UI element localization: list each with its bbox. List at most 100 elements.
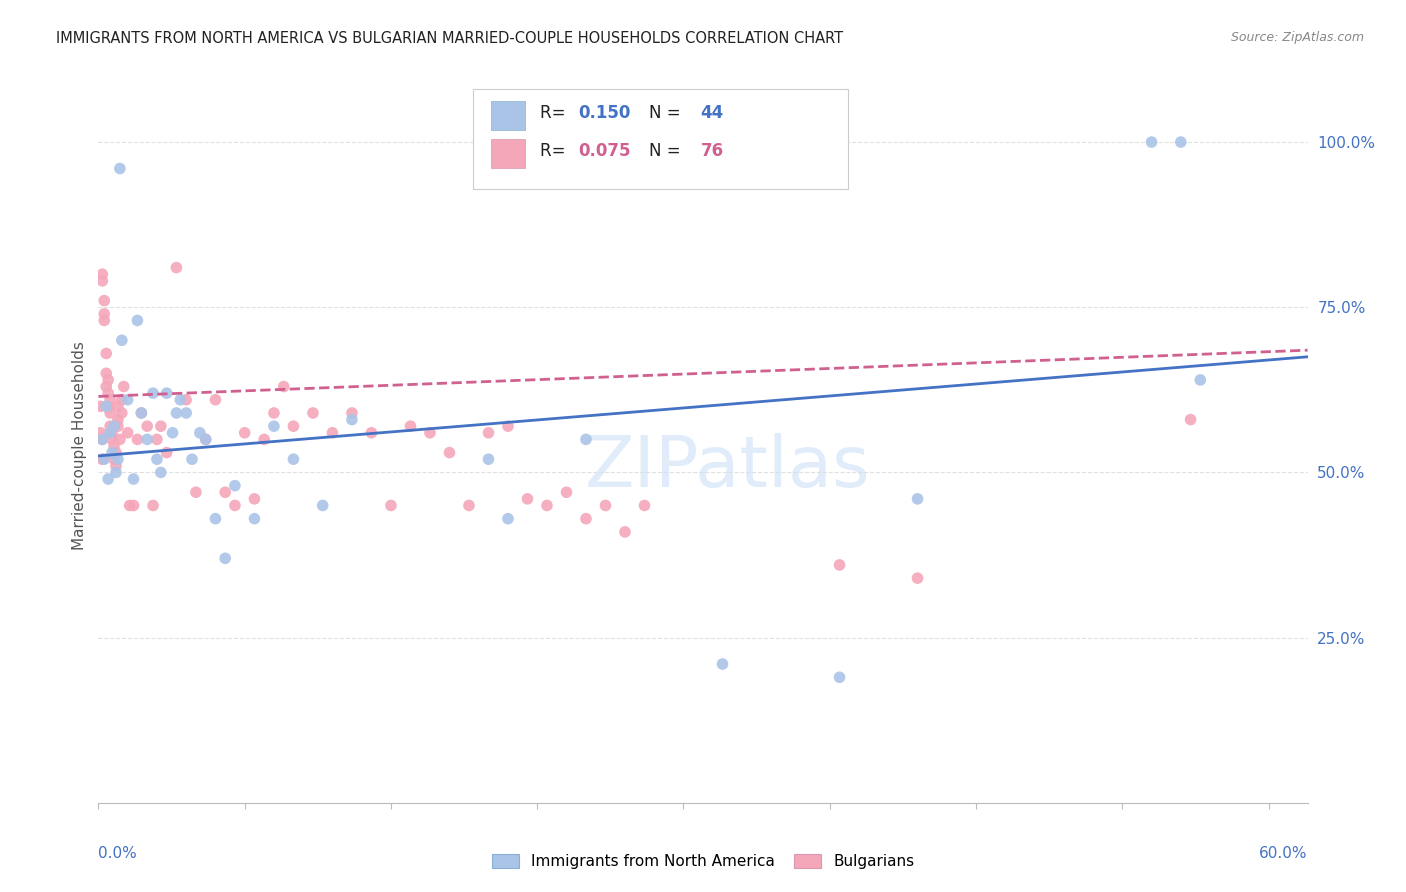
Point — [108, 433, 131, 447]
Point — [633, 499, 655, 513]
Point — [96, 346, 118, 360]
Point — [96, 379, 118, 393]
Point — [263, 406, 285, 420]
FancyBboxPatch shape — [492, 102, 526, 130]
FancyBboxPatch shape — [492, 139, 526, 168]
Point — [224, 478, 246, 492]
Text: R=: R= — [540, 103, 571, 121]
Point — [156, 386, 179, 401]
Point — [243, 491, 266, 506]
Point — [1180, 412, 1202, 426]
Point — [91, 267, 114, 281]
Point — [907, 571, 929, 585]
Point — [273, 379, 295, 393]
Point — [162, 425, 184, 440]
Point — [93, 313, 115, 327]
Point — [107, 400, 129, 414]
Text: 76: 76 — [700, 143, 724, 161]
Text: ZIPatlas: ZIPatlas — [585, 433, 870, 502]
Point — [149, 419, 172, 434]
Point — [97, 373, 120, 387]
Point — [117, 392, 139, 407]
Point — [214, 551, 236, 566]
Text: 0.0%: 0.0% — [98, 846, 138, 861]
Point — [1140, 135, 1163, 149]
Point — [496, 511, 519, 525]
Point — [204, 511, 226, 525]
Point — [496, 419, 519, 434]
Text: 60.0%: 60.0% — [1260, 846, 1308, 861]
Point — [477, 452, 499, 467]
Point — [146, 433, 169, 447]
Point — [89, 425, 111, 440]
Point — [181, 452, 204, 467]
Point — [97, 386, 120, 401]
Point — [536, 499, 558, 513]
Point — [477, 425, 499, 440]
Point — [103, 419, 125, 434]
Point — [96, 400, 118, 414]
Point — [224, 499, 246, 513]
Point — [101, 445, 124, 459]
Point — [111, 392, 134, 407]
Point — [184, 485, 207, 500]
Point — [91, 274, 114, 288]
Point — [97, 400, 120, 414]
Point — [96, 367, 118, 381]
Point — [93, 307, 115, 321]
Point — [101, 425, 124, 440]
Point — [188, 425, 211, 440]
Point — [214, 485, 236, 500]
Point — [118, 499, 141, 513]
Y-axis label: Married-couple Households: Married-couple Households — [72, 342, 87, 550]
Point — [253, 433, 276, 447]
Point — [107, 452, 129, 467]
Point — [104, 458, 127, 473]
Point — [575, 433, 598, 447]
Point — [399, 419, 422, 434]
Point — [555, 485, 578, 500]
Text: Source: ZipAtlas.com: Source: ZipAtlas.com — [1230, 31, 1364, 45]
Point — [283, 452, 305, 467]
Text: 0.075: 0.075 — [578, 143, 631, 161]
Point — [711, 657, 734, 671]
Point — [907, 491, 929, 506]
Point — [111, 333, 134, 347]
Point — [89, 400, 111, 414]
Point — [142, 499, 165, 513]
Point — [419, 425, 441, 440]
Point — [104, 466, 127, 480]
Point — [93, 293, 115, 308]
Legend: Immigrants from North America, Bulgarians: Immigrants from North America, Bulgarian… — [485, 847, 921, 875]
Point — [142, 386, 165, 401]
Point — [117, 425, 139, 440]
FancyBboxPatch shape — [474, 89, 848, 189]
Text: N =: N = — [648, 103, 681, 121]
Point — [575, 511, 598, 525]
Point — [828, 558, 851, 572]
Point — [98, 406, 121, 420]
Point — [233, 425, 256, 440]
Point — [127, 433, 149, 447]
Point — [108, 161, 131, 176]
Text: 44: 44 — [700, 103, 724, 121]
Point — [194, 433, 217, 447]
Point — [165, 260, 187, 275]
Point — [1170, 135, 1192, 149]
Point — [131, 406, 153, 420]
Text: R=: R= — [540, 143, 571, 161]
Point — [458, 499, 481, 513]
Point — [516, 491, 538, 506]
Point — [104, 445, 127, 459]
Point — [101, 433, 124, 447]
Point — [131, 406, 153, 420]
Point — [122, 499, 145, 513]
Point — [360, 425, 382, 440]
Point — [340, 406, 363, 420]
Point — [263, 419, 285, 434]
Point — [614, 524, 637, 539]
Point — [1189, 373, 1212, 387]
Point — [828, 670, 851, 684]
Point — [103, 419, 125, 434]
Point — [112, 379, 135, 393]
